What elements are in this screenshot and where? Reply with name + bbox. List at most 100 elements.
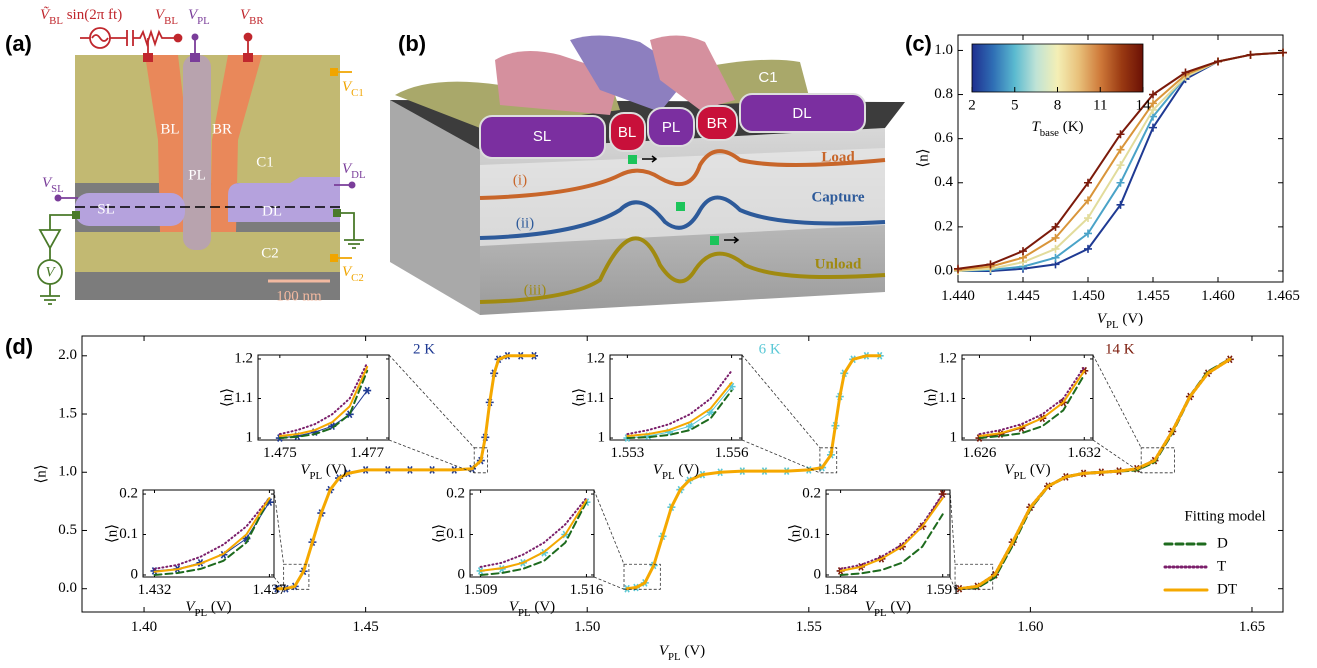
gate-label: DL bbox=[792, 105, 811, 122]
inset-y-label: ⟨n⟩ bbox=[219, 388, 235, 407]
y-tick-label: 0.5 bbox=[58, 522, 77, 538]
x-tick-label: 1.477 bbox=[350, 445, 384, 461]
panel-b: (b) SL BL PL BR DL C1 (i) (ii) (iii) Loa… bbox=[390, 31, 905, 315]
y-tick-label: 1.0 bbox=[934, 42, 953, 58]
y-tick-label: 1 bbox=[246, 429, 254, 445]
gate-label: PL bbox=[188, 167, 206, 183]
y-tick-label: 1.2 bbox=[586, 350, 605, 366]
gate-pl bbox=[183, 55, 211, 250]
terminal bbox=[192, 34, 199, 41]
y-tick-label: 0.6 bbox=[934, 130, 953, 146]
stage-id: (i) bbox=[513, 172, 527, 188]
stage-name: Load bbox=[821, 149, 855, 165]
subscript: PL bbox=[194, 607, 207, 619]
legend-title: Fitting model bbox=[1184, 508, 1265, 524]
y-tick-label: 0.2 bbox=[934, 218, 953, 234]
text-part: (K) bbox=[1059, 119, 1084, 135]
y-tick-label: 0.2 bbox=[446, 485, 465, 501]
subscript: PL bbox=[1013, 470, 1026, 482]
inset-x-label: VPL (V) bbox=[185, 599, 231, 619]
stage-id: (ii) bbox=[516, 215, 534, 231]
terminal bbox=[190, 53, 200, 62]
y-tick-label: 0.1 bbox=[119, 526, 138, 542]
text-part: sin(2π ft) bbox=[63, 7, 122, 23]
colorbar-tick-label: 5 bbox=[1011, 97, 1019, 113]
gate-dl bbox=[228, 177, 340, 222]
panel-label: (d) bbox=[5, 334, 33, 359]
subscript: BR bbox=[249, 15, 264, 27]
panel-label: (c) bbox=[905, 31, 932, 56]
y-tick-label: 0.4 bbox=[934, 174, 953, 190]
y-tick-label: 1.1 bbox=[586, 390, 605, 406]
subscript: DL bbox=[351, 169, 365, 181]
x-tick-label: 1.55 bbox=[796, 619, 822, 635]
meter-label: V bbox=[45, 264, 56, 280]
x-axis-label: VPL (V) bbox=[1097, 311, 1143, 331]
x-tick-label: 1.440 bbox=[941, 288, 975, 304]
gate-label: BR bbox=[212, 121, 232, 137]
y-tick-label: 0.0 bbox=[58, 580, 77, 596]
inset-y-label: ⟨n⟩ bbox=[431, 524, 447, 543]
x-tick-label: 1.450 bbox=[1071, 288, 1105, 304]
text-part: (V) bbox=[1119, 311, 1144, 327]
text-part: (V) bbox=[887, 599, 912, 615]
y-axis-label: ⟨n⟩ bbox=[33, 464, 49, 483]
y-tick-label: 0.2 bbox=[119, 485, 138, 501]
voltage-label: VPL bbox=[188, 7, 210, 27]
panel-label: (b) bbox=[398, 31, 426, 56]
subscript: base bbox=[1040, 127, 1059, 139]
plot-area bbox=[258, 355, 389, 440]
plot-area bbox=[470, 490, 594, 577]
x-axis-label: VPL (V) bbox=[659, 643, 705, 663]
y-tick-label: 1 bbox=[950, 429, 958, 445]
inset-y-label: ⟨n⟩ bbox=[104, 524, 120, 543]
y-tick-label: 1.2 bbox=[938, 350, 957, 366]
terminal bbox=[55, 195, 62, 202]
subscript: PL bbox=[662, 470, 675, 482]
x-tick-label: 1.65 bbox=[1239, 619, 1265, 635]
x-tick-label: 1.509 bbox=[464, 582, 498, 598]
inset-y-label: ⟨n⟩ bbox=[787, 524, 803, 543]
voltage-label: VC2 bbox=[342, 264, 364, 284]
gate-label: SL bbox=[97, 201, 115, 217]
colorbar bbox=[972, 44, 1143, 92]
y-tick-label: 0 bbox=[814, 566, 822, 582]
gate-label: DL bbox=[262, 203, 282, 219]
subscript: BL bbox=[164, 15, 178, 27]
subscript: C2 bbox=[351, 272, 364, 284]
y-tick-label: 1.1 bbox=[938, 390, 957, 406]
y-tick-label: 1.2 bbox=[234, 350, 253, 366]
gate-label: C1 bbox=[256, 154, 274, 170]
series-label: 6 K bbox=[759, 341, 781, 357]
x-tick-label: 1.475 bbox=[263, 445, 297, 461]
plot-area bbox=[143, 490, 274, 577]
y-tick-label: 1.5 bbox=[58, 405, 77, 421]
terminal bbox=[333, 209, 341, 217]
terminal bbox=[330, 254, 338, 262]
plot-area bbox=[962, 355, 1093, 440]
y-tick-label: 1.1 bbox=[234, 390, 253, 406]
inset-y-label: ⟨n⟩ bbox=[571, 388, 587, 407]
x-tick-label: 1.556 bbox=[715, 445, 749, 461]
drive-circuit bbox=[80, 28, 252, 56]
scale-label: 100 nm bbox=[276, 288, 322, 304]
x-tick-label: 1.553 bbox=[610, 445, 644, 461]
gate-label: BL bbox=[160, 121, 179, 137]
gate-label: PL bbox=[662, 119, 680, 136]
y-tick-label: 0.0 bbox=[934, 262, 953, 278]
y-axis-label: ⟨n⟩ bbox=[915, 148, 931, 167]
y-tick-label: 0 bbox=[458, 566, 466, 582]
x-tick-label: 1.455 bbox=[1136, 288, 1170, 304]
stage-name: Capture bbox=[811, 189, 864, 205]
subscript: PL bbox=[518, 607, 531, 619]
subscript: PL bbox=[1106, 319, 1119, 331]
y-tick-label: 1 bbox=[598, 429, 606, 445]
wire bbox=[336, 213, 364, 248]
y-tick-label: 0.1 bbox=[446, 526, 465, 542]
y-tick-label: 2.0 bbox=[58, 347, 77, 363]
wire bbox=[80, 30, 174, 46]
electron bbox=[710, 236, 719, 245]
voltage-label: VSL bbox=[42, 175, 64, 195]
x-tick-label: 1.50 bbox=[574, 619, 600, 635]
